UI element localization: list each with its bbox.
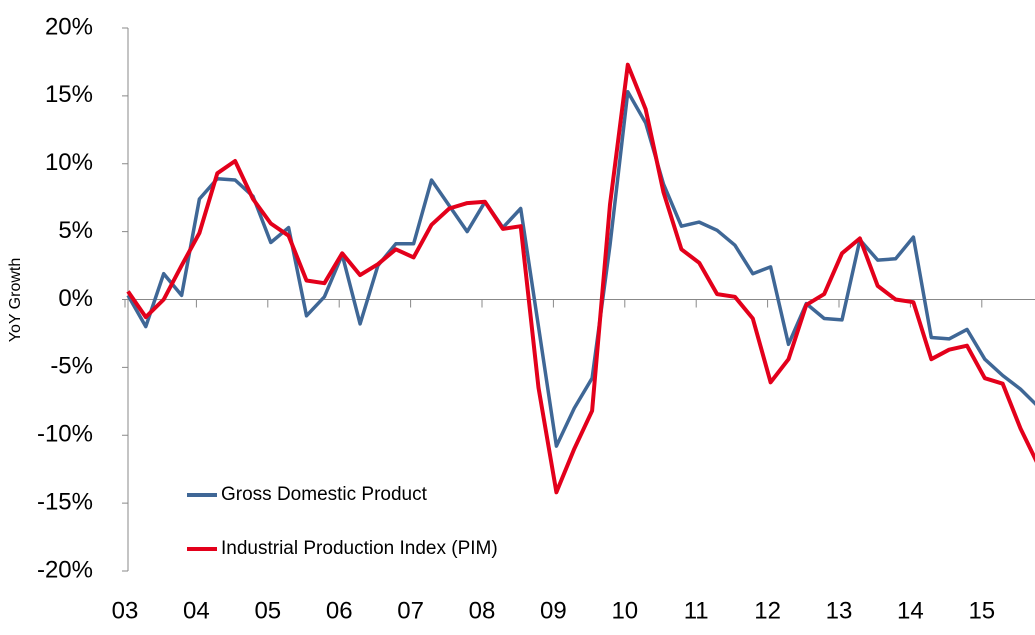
y-tick-label: -20% <box>37 556 93 583</box>
x-tick-label: 06 <box>326 597 353 624</box>
y-tick-label: 20% <box>45 13 93 40</box>
x-tick-label: 14 <box>897 597 924 624</box>
y-tick-label: 10% <box>45 149 93 176</box>
y-tick-label: -10% <box>37 421 93 448</box>
y-tick-label: 0% <box>58 285 93 312</box>
x-tick-label: 03 <box>112 597 139 624</box>
legend-label: Industrial Production Index (PIM) <box>221 538 498 559</box>
y-tick-label: 5% <box>58 217 93 244</box>
legend-label: Gross Domestic Product <box>221 484 428 505</box>
x-tick-label: 04 <box>183 597 210 624</box>
x-tick-label: 05 <box>254 597 281 624</box>
x-tick-label: 10 <box>611 597 638 624</box>
series-line <box>126 90 1035 448</box>
y-axis-label: YoY Growth <box>7 258 24 343</box>
x-tick-label: 13 <box>826 597 853 624</box>
y-tick-label: -15% <box>37 488 93 515</box>
x-tick-label: 07 <box>397 597 424 624</box>
series-line <box>126 62 1035 495</box>
plot-area <box>126 62 1035 495</box>
y-tick-label: -5% <box>50 353 93 380</box>
x-tick-label: 09 <box>540 597 567 624</box>
x-tick-label: 11 <box>684 597 709 624</box>
x-tick-label: 08 <box>469 597 496 624</box>
x-tick-label: 15 <box>968 597 995 624</box>
x-tick-label: 12 <box>754 597 781 624</box>
y-tick-label: 15% <box>45 81 93 108</box>
